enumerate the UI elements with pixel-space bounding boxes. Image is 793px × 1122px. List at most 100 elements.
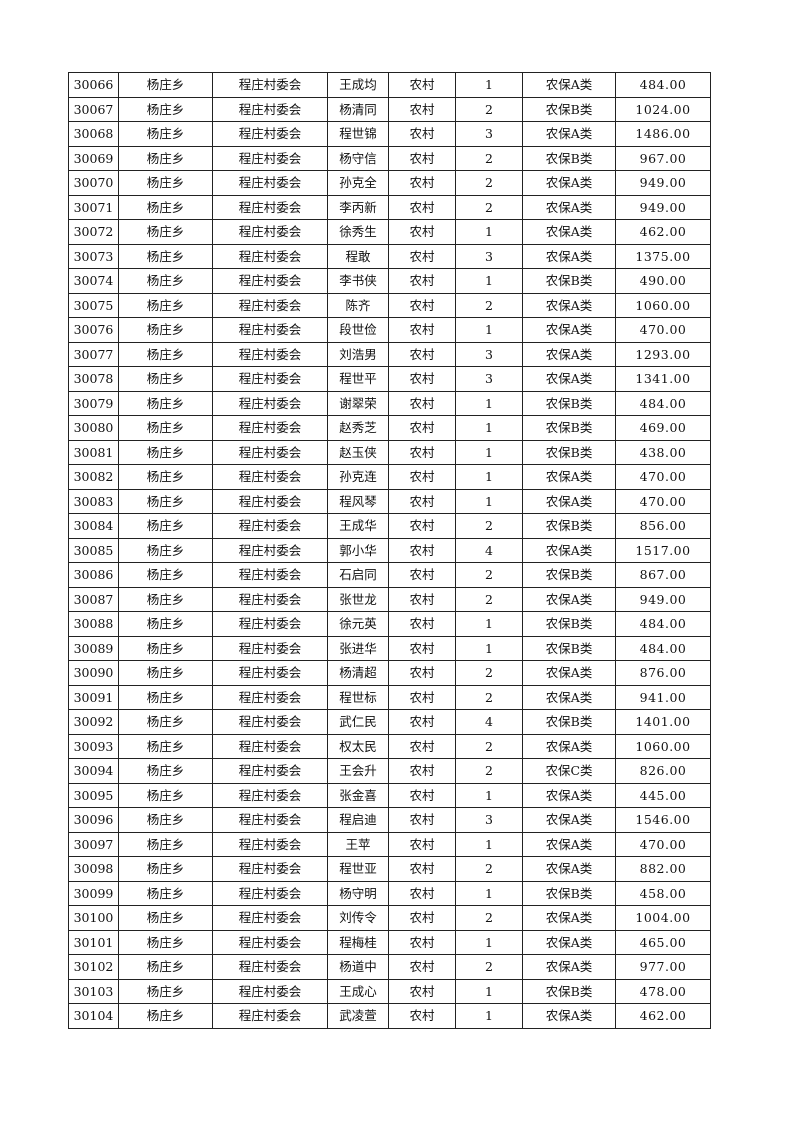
area-type-cell: 农村 [388,611,456,637]
township-cell: 杨庄乡 [118,782,213,808]
household-size-cell: 1 [455,488,523,514]
table-row: 30085 杨庄乡 程庄村委会 郭小华 农村 4 农保A类 1517.00 [68,537,711,563]
area-type-cell: 农村 [388,562,456,588]
insurance-category-cell: 农保B类 [522,513,616,539]
household-size-cell: 1 [455,978,523,1004]
village-committee-cell: 程庄村委会 [212,121,328,147]
township-cell: 杨庄乡 [118,341,213,367]
insurance-category-cell: 农保A类 [522,170,616,196]
amount-cell: 1024.00 [615,96,711,122]
area-type-cell: 农村 [388,782,456,808]
person-name-cell: 程世标 [327,684,389,710]
township-cell: 杨庄乡 [118,488,213,514]
amount-cell: 470.00 [615,488,711,514]
insurance-category-cell: 农保C类 [522,758,616,784]
village-committee-cell: 程庄村委会 [212,317,328,343]
area-type-cell: 农村 [388,880,456,906]
village-committee-cell: 程庄村委会 [212,929,328,955]
amount-cell: 856.00 [615,513,711,539]
person-name-cell: 王成华 [327,513,389,539]
township-cell: 杨庄乡 [118,170,213,196]
amount-cell: 462.00 [615,1003,711,1029]
insurance-category-cell: 农保B类 [522,96,616,122]
household-size-cell: 2 [455,684,523,710]
table-row: 30068 杨庄乡 程庄村委会 程世锦 农村 3 农保A类 1486.00 [68,121,711,147]
table-row: 30066 杨庄乡 程庄村委会 王成均 农村 1 农保A类 484.00 [68,72,711,98]
person-name-cell: 徐秀生 [327,219,389,245]
insurance-category-cell: 农保B类 [522,635,616,661]
amount-cell: 484.00 [615,72,711,98]
village-committee-cell: 程庄村委会 [212,72,328,98]
record-id-cell: 30087 [68,586,119,612]
person-name-cell: 杨守明 [327,880,389,906]
village-committee-cell: 程庄村委会 [212,439,328,465]
area-type-cell: 农村 [388,635,456,661]
insurance-category-cell: 农保B类 [522,562,616,588]
township-cell: 杨庄乡 [118,954,213,980]
village-committee-cell: 程庄村委会 [212,562,328,588]
village-committee-cell: 程庄村委会 [212,586,328,612]
village-committee-cell: 程庄村委会 [212,219,328,245]
village-committee-cell: 程庄村委会 [212,782,328,808]
record-id-cell: 30074 [68,268,119,294]
record-id-cell: 30071 [68,194,119,220]
record-id-cell: 30098 [68,856,119,882]
area-type-cell: 农村 [388,292,456,318]
amount-cell: 438.00 [615,439,711,465]
area-type-cell: 农村 [388,758,456,784]
record-id-cell: 30075 [68,292,119,318]
township-cell: 杨庄乡 [118,366,213,392]
area-type-cell: 农村 [388,488,456,514]
area-type-cell: 农村 [388,464,456,490]
township-cell: 杨庄乡 [118,415,213,441]
household-size-cell: 2 [455,733,523,759]
table-row: 30081 杨庄乡 程庄村委会 赵玉侠 农村 1 农保B类 438.00 [68,439,711,465]
record-id-cell: 30104 [68,1003,119,1029]
household-size-cell: 3 [455,341,523,367]
amount-cell: 949.00 [615,194,711,220]
household-size-cell: 1 [455,880,523,906]
village-committee-cell: 程庄村委会 [212,807,328,833]
amount-cell: 977.00 [615,954,711,980]
table-row: 30102 杨庄乡 程庄村委会 杨道中 农村 2 农保A类 977.00 [68,954,711,980]
record-id-cell: 30067 [68,96,119,122]
area-type-cell: 农村 [388,170,456,196]
table-row: 30071 杨庄乡 程庄村委会 李丙新 农村 2 农保A类 949.00 [68,194,711,220]
table-row: 30075 杨庄乡 程庄村委会 陈齐 农村 2 农保A类 1060.00 [68,292,711,318]
village-committee-cell: 程庄村委会 [212,268,328,294]
person-name-cell: 杨清超 [327,660,389,686]
table-row: 30087 杨庄乡 程庄村委会 张世龙 农村 2 农保A类 949.00 [68,586,711,612]
person-name-cell: 徐元英 [327,611,389,637]
amount-cell: 458.00 [615,880,711,906]
amount-cell: 1060.00 [615,733,711,759]
amount-cell: 1375.00 [615,243,711,269]
township-cell: 杨庄乡 [118,121,213,147]
township-cell: 杨庄乡 [118,758,213,784]
records-table: 30066 杨庄乡 程庄村委会 王成均 农村 1 农保A类 484.00 30067 杨庄乡 程庄村… [68,72,711,1029]
area-type-cell: 农村 [388,341,456,367]
amount-cell: 470.00 [615,317,711,343]
household-size-cell: 3 [455,366,523,392]
township-cell: 杨庄乡 [118,390,213,416]
table-row: 30077 杨庄乡 程庄村委会 刘浩男 农村 3 农保A类 1293.00 [68,341,711,367]
amount-cell: 882.00 [615,856,711,882]
person-name-cell: 杨清同 [327,96,389,122]
village-committee-cell: 程庄村委会 [212,831,328,857]
household-size-cell: 4 [455,709,523,735]
area-type-cell: 农村 [388,929,456,955]
area-type-cell: 农村 [388,145,456,171]
table-row: 30070 杨庄乡 程庄村委会 孙克全 农村 2 农保A类 949.00 [68,170,711,196]
household-size-cell: 1 [455,219,523,245]
township-cell: 杨庄乡 [118,660,213,686]
village-committee-cell: 程庄村委会 [212,145,328,171]
township-cell: 杨庄乡 [118,635,213,661]
township-cell: 杨庄乡 [118,513,213,539]
person-name-cell: 程梅桂 [327,929,389,955]
record-id-cell: 30100 [68,905,119,931]
township-cell: 杨庄乡 [118,880,213,906]
household-size-cell: 3 [455,807,523,833]
record-id-cell: 30077 [68,341,119,367]
table-row: 30090 杨庄乡 程庄村委会 杨清超 农村 2 农保A类 876.00 [68,660,711,686]
table-row: 30073 杨庄乡 程庄村委会 程敢 农村 3 农保A类 1375.00 [68,243,711,269]
township-cell: 杨庄乡 [118,145,213,171]
